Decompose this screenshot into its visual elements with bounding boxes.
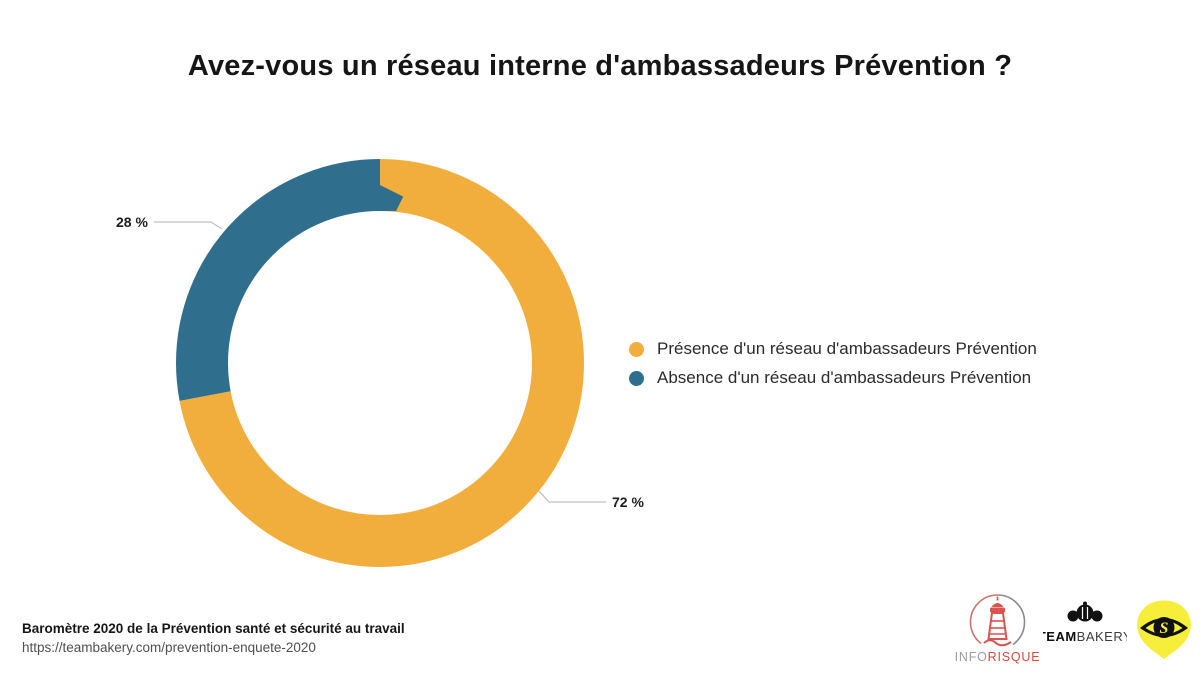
lighthouse-icon bbox=[969, 594, 1026, 647]
donut-chart bbox=[176, 159, 584, 567]
legend-label-presence: Présence d'un réseau d'ambassadeurs Prév… bbox=[657, 339, 1037, 358]
data-label-absence: 28 % bbox=[116, 214, 148, 230]
chart-title: Avez-vous un réseau interne d'ambassadeu… bbox=[187, 50, 1013, 82]
footer-source-text: Baromètre 2020 de la Prévention santé et… bbox=[22, 621, 405, 636]
teambakery-logo: TEAMBAKERY bbox=[1043, 601, 1127, 644]
data-label-presence: 72 % bbox=[612, 494, 644, 510]
legend-dot-presence bbox=[629, 341, 644, 357]
footer-url-link[interactable]: https://teambakery.com/prevention-enquet… bbox=[22, 640, 316, 655]
legend-label-absence: Absence d'un réseau d'ambassadeurs Préve… bbox=[657, 368, 1032, 387]
legend-item-presence: Présence d'un réseau d'ambassadeurs Prév… bbox=[629, 339, 1037, 359]
donut-slice-absence bbox=[176, 159, 584, 567]
legend-dot-absence bbox=[629, 370, 644, 386]
inforisque-wordmark: INFORISQUE bbox=[955, 650, 1041, 664]
teambakery-wordmark: TEAMBAKERY bbox=[1043, 629, 1127, 644]
eye-shield-logo: S bbox=[1137, 600, 1191, 659]
bakery-hat-icon bbox=[1067, 601, 1103, 622]
shield-letter: S bbox=[1160, 620, 1169, 637]
chart-legend: Présence d'un réseau d'ambassadeurs Prév… bbox=[629, 339, 1037, 397]
inforisque-logo: INFORISQUE bbox=[955, 594, 1041, 664]
footer: Baromètre 2020 de la Prévention santé et… bbox=[22, 621, 405, 655]
legend-item-absence: Absence d'un réseau d'ambassadeurs Préve… bbox=[629, 368, 1037, 388]
eye-iris bbox=[1153, 617, 1175, 638]
